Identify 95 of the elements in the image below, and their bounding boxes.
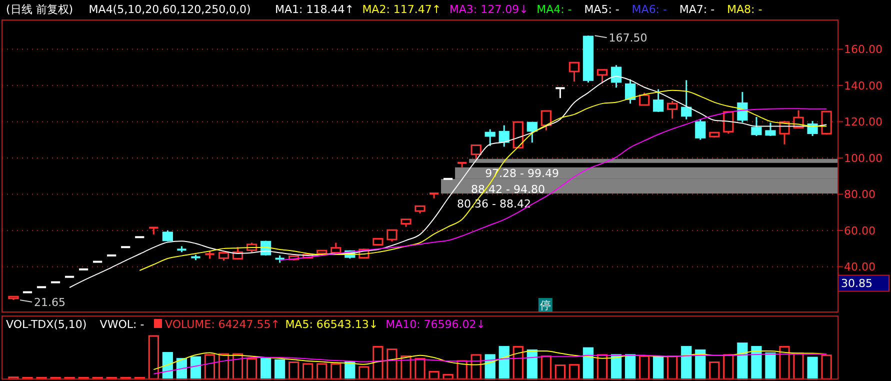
- bar: [260, 358, 272, 380]
- candlestick: [470, 144, 482, 160]
- bar: [723, 354, 734, 380]
- candlestick: [681, 79, 692, 120]
- bar: [372, 346, 384, 380]
- y-tick-label: 100.00: [844, 152, 882, 165]
- y-tick-label: 120.00: [844, 116, 882, 129]
- bar: [554, 364, 566, 380]
- candlestick: [624, 78, 636, 104]
- text: MA5: 66543.13↓: [285, 318, 378, 331]
- bar: [653, 355, 664, 380]
- bar: [512, 346, 524, 380]
- bar: [568, 364, 580, 380]
- text: MA10: 76596.02↓: [386, 318, 486, 331]
- bar: [709, 361, 720, 380]
- text: MA3: 127.09↓: [449, 3, 528, 16]
- bar: [400, 355, 412, 380]
- bar: [638, 355, 650, 380]
- bar: [737, 342, 748, 380]
- candlestick: [667, 100, 678, 120]
- candlestick: [695, 118, 706, 141]
- candlestick: [610, 64, 622, 88]
- bar: [526, 349, 538, 380]
- candlestick: [554, 87, 566, 99]
- bar: [681, 346, 692, 380]
- bar: [330, 363, 342, 380]
- bar: [148, 335, 159, 380]
- candlestick: [765, 122, 776, 137]
- chart-subtitle: MA4(5,10,20,60,120,250,0,0): [88, 3, 251, 16]
- candlestick: [807, 120, 818, 137]
- text: MA8: -: [727, 3, 762, 16]
- bar: [610, 354, 622, 380]
- bar: [596, 354, 608, 380]
- bar: [695, 349, 706, 380]
- annotation: 21.65: [34, 296, 66, 309]
- chart-subtitle: VWOL: -: [100, 318, 144, 331]
- bar: [498, 346, 510, 380]
- candlestick: [498, 124, 510, 148]
- bar: [344, 361, 356, 380]
- candlestick: [540, 110, 552, 132]
- candlestick: [821, 110, 832, 136]
- y-tick-label: 60.00: [844, 224, 876, 238]
- candlestick: [386, 228, 398, 242]
- bar: [428, 370, 440, 380]
- bar: [456, 360, 468, 380]
- bar: [807, 356, 818, 380]
- bar: [624, 354, 636, 380]
- bar: [793, 352, 804, 380]
- text: MA7: -: [679, 3, 715, 16]
- legend-label: VOLUME: 64247.55↑: [165, 318, 280, 331]
- bar: [484, 354, 496, 380]
- candlestick: [148, 226, 160, 236]
- candlestick: [638, 92, 650, 106]
- bar: [414, 358, 426, 380]
- text: MA4: -: [536, 3, 572, 16]
- bar: [821, 354, 832, 380]
- text: MA1: 118.44↑: [275, 3, 354, 16]
- bar: [582, 347, 594, 380]
- candlestick: [484, 128, 496, 147]
- chart-title: VOL-TDX(5,10): [6, 318, 87, 331]
- bar: [358, 366, 370, 380]
- annotation: 167.50: [608, 31, 648, 44]
- y-tick-label: 140.00: [844, 79, 882, 92]
- candlestick: [737, 91, 748, 124]
- bar: [302, 363, 314, 380]
- text: 30.85: [841, 277, 872, 290]
- bar: [316, 363, 328, 380]
- text: MA5: -: [584, 3, 620, 16]
- bar: [246, 358, 258, 380]
- bar: [386, 348, 398, 380]
- bar: [667, 355, 678, 380]
- text: MA2: 117.47↑: [362, 3, 442, 16]
- bar: [162, 352, 173, 380]
- bar: [204, 354, 216, 380]
- candlestick: [162, 230, 173, 242]
- bar: [765, 352, 776, 380]
- candlestick: [751, 116, 762, 137]
- bar: [190, 356, 202, 380]
- annotation: 停: [540, 299, 551, 312]
- text: MA6: -: [632, 3, 668, 16]
- candlestick: [596, 68, 608, 84]
- chart-title: (日线 前复权): [6, 3, 74, 16]
- y-tick-label: 80.00: [844, 188, 876, 202]
- bar: [751, 346, 762, 380]
- bar: [442, 374, 454, 380]
- candlestick: [723, 110, 734, 134]
- bar: [779, 346, 790, 380]
- bar: [288, 361, 300, 380]
- candlestick: [653, 88, 664, 113]
- bar: [274, 359, 286, 380]
- y-tick-label: 40.00: [844, 260, 876, 274]
- y-tick-label: 160.00: [844, 43, 882, 56]
- bar: [540, 355, 552, 380]
- candlestick: [526, 121, 538, 144]
- candlestick: [568, 61, 580, 82]
